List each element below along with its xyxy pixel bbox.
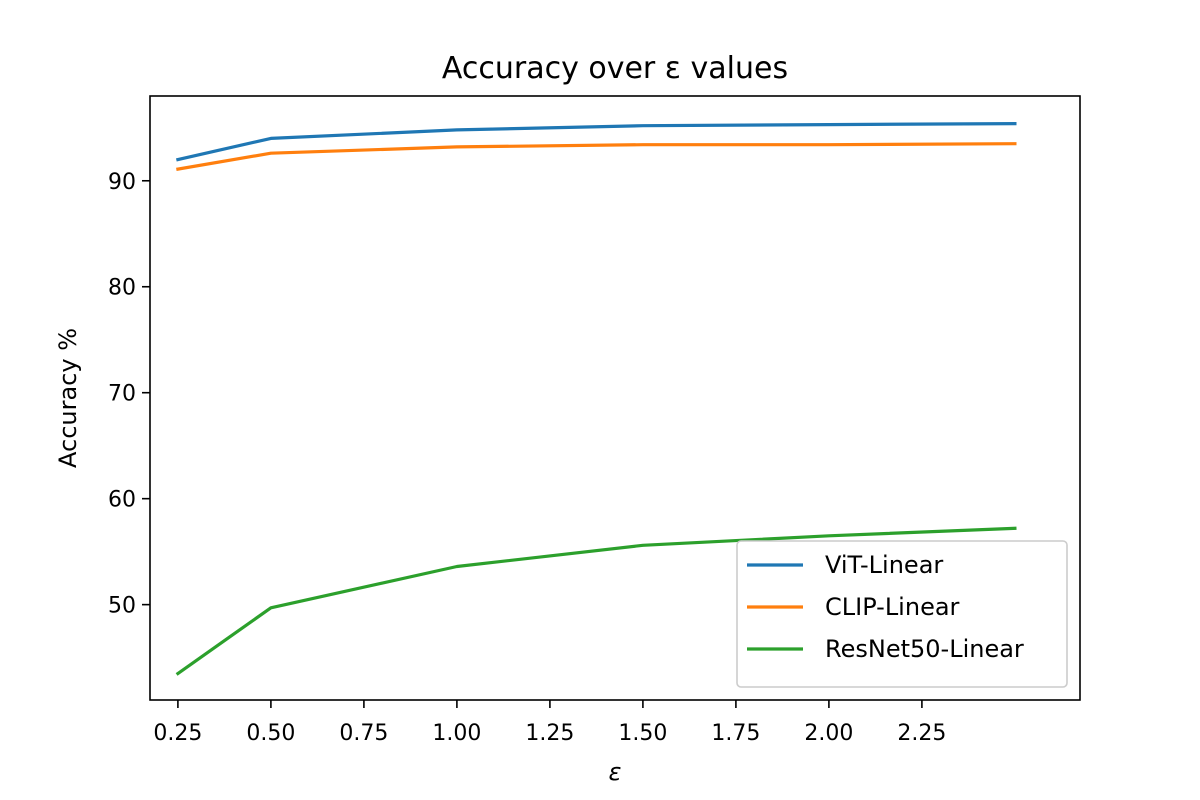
x-axis: 0.25 0.50 0.75 1.00 1.25 1.50 1.75 2.00 2.25 [153, 700, 946, 746]
x-tick-label: 0.75 [339, 721, 388, 746]
chart-title: Accuracy over ε values [442, 51, 788, 86]
x-tick-label: 1.00 [432, 721, 481, 746]
legend-label: ResNet50-Linear [825, 635, 1024, 663]
x-tick-label: 1.25 [525, 721, 574, 746]
series-line-3 [175, 526, 1017, 676]
legend: ViT-Linear CLIP-Linear ResNet50-Linear [736, 540, 1068, 688]
plot-content [175, 121, 1017, 676]
legend-box [736, 540, 1068, 688]
series-line-1 [175, 121, 1017, 162]
x-tick-label: 1.75 [711, 721, 760, 746]
x-tick-label: 0.50 [246, 721, 295, 746]
x-axis-label: ε [609, 758, 622, 786]
plot-frame [149, 95, 1081, 701]
y-tick-label: 50 [108, 594, 136, 619]
legend-label: ViT-Linear [825, 551, 943, 579]
y-tick-label: 70 [108, 382, 136, 407]
series-line-2 [176, 142, 1017, 171]
legend-label: CLIP-Linear [825, 593, 960, 621]
y-axis: 50 60 70 80 90 [108, 170, 150, 619]
x-tick-label: 1.50 [618, 721, 667, 746]
x-tick-label: 2.00 [804, 721, 853, 746]
x-tick-label: 0.25 [153, 721, 202, 746]
y-tick-label: 60 [108, 488, 136, 513]
x-tick-label: 2.25 [897, 721, 946, 746]
y-tick-label: 80 [108, 276, 136, 301]
y-axis-label: Accuracy % [54, 328, 82, 468]
y-tick-label: 90 [108, 170, 136, 195]
